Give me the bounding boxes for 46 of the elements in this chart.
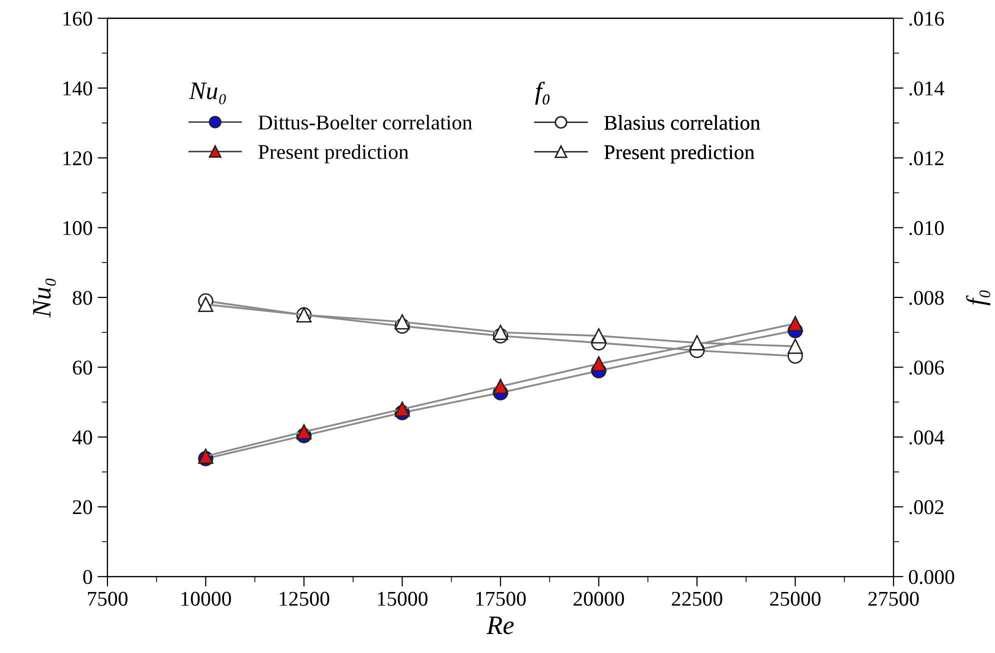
- x-tick-label: 27500: [868, 592, 919, 606]
- x-tick-label: 12500: [280, 592, 330, 606]
- y2-tick-label: .008: [909, 290, 944, 305]
- y-tick-label: 80: [72, 290, 92, 305]
- y-tick-label: 160: [63, 12, 92, 26]
- y-tick-label: 20: [72, 500, 92, 514]
- y-tick-label: 120: [63, 151, 92, 166]
- y-tick-label: 140: [63, 81, 92, 96]
- y-tick-label: 40: [72, 430, 92, 444]
- legend-label: Dittus-Boelter correlation: [258, 114, 472, 130]
- x-tick-label: 20000: [574, 592, 624, 606]
- y2-tick-label: .012: [909, 151, 944, 166]
- x-tick-label: 25000: [770, 592, 820, 606]
- y-tick-label: 100: [63, 221, 92, 236]
- point: [198, 296, 214, 312]
- x-tick-label: 10000: [182, 592, 231, 606]
- point: [394, 314, 410, 330]
- point: [788, 316, 803, 332]
- y-axis-title: Nu₀: [33, 278, 56, 318]
- y2-tick-label: .006: [909, 360, 944, 375]
- y2-tick-label: .002: [909, 500, 944, 514]
- x-tick-label: 22500: [672, 592, 722, 606]
- point: [394, 401, 410, 417]
- x-tick-label: 7500: [88, 592, 128, 606]
- y2-tick-label: .004: [909, 430, 944, 445]
- y2-tick-label: .010: [909, 221, 944, 236]
- point: [492, 324, 508, 340]
- y2-axis-title: f₀: [966, 290, 990, 306]
- point: [591, 356, 606, 372]
- y2-tick-label: .014: [909, 81, 944, 96]
- y2-tick-label: 0.000: [908, 570, 954, 584]
- legend-label: Blasius correlation: [604, 115, 760, 130]
- annotation: f₀: [535, 82, 550, 105]
- x-axis-title: Re: [486, 616, 514, 634]
- annotation: Nu₀: [188, 82, 226, 104]
- y-tick-label: 60: [72, 360, 92, 375]
- point: [492, 378, 508, 394]
- x-tick-label: 17500: [476, 592, 526, 606]
- legend-label: Present prediction: [258, 144, 409, 164]
- point: [296, 424, 312, 440]
- y2-tick-label: .016: [909, 12, 944, 26]
- x-tick-label: 15000: [378, 592, 428, 606]
- point: [591, 328, 606, 344]
- legend-label: Present prediction: [604, 144, 754, 164]
- y-tick-label: 0: [83, 570, 92, 584]
- point: [788, 338, 803, 354]
